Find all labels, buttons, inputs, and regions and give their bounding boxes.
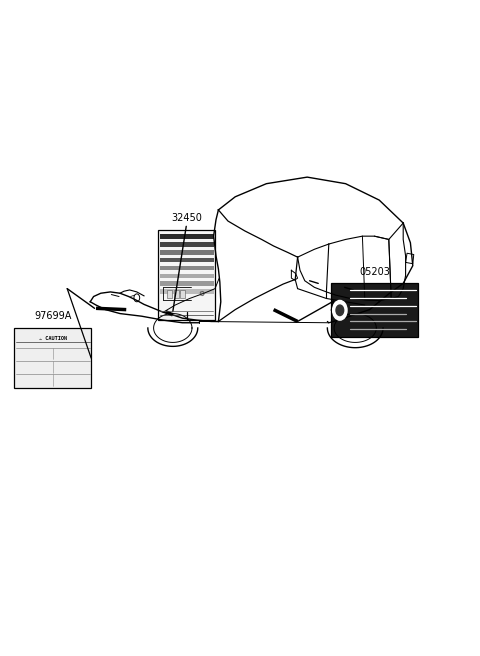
Text: 97699A: 97699A <box>34 312 72 321</box>
Bar <box>160 234 214 239</box>
Bar <box>160 266 214 270</box>
Bar <box>160 258 214 262</box>
Bar <box>160 281 214 286</box>
Bar <box>14 328 91 388</box>
Text: 05203: 05203 <box>359 267 390 277</box>
Circle shape <box>336 305 344 316</box>
Circle shape <box>333 300 347 320</box>
Bar <box>158 230 215 320</box>
Bar <box>167 290 172 298</box>
Text: ⚙: ⚙ <box>198 291 205 297</box>
Bar <box>160 274 214 278</box>
Bar <box>160 289 214 294</box>
Bar <box>160 250 214 255</box>
Bar <box>160 242 214 247</box>
Text: ⚠ CAUTION: ⚠ CAUTION <box>39 336 67 341</box>
Text: 32450: 32450 <box>171 213 202 223</box>
Bar <box>180 290 185 298</box>
Bar <box>331 283 418 337</box>
Bar <box>174 290 179 298</box>
